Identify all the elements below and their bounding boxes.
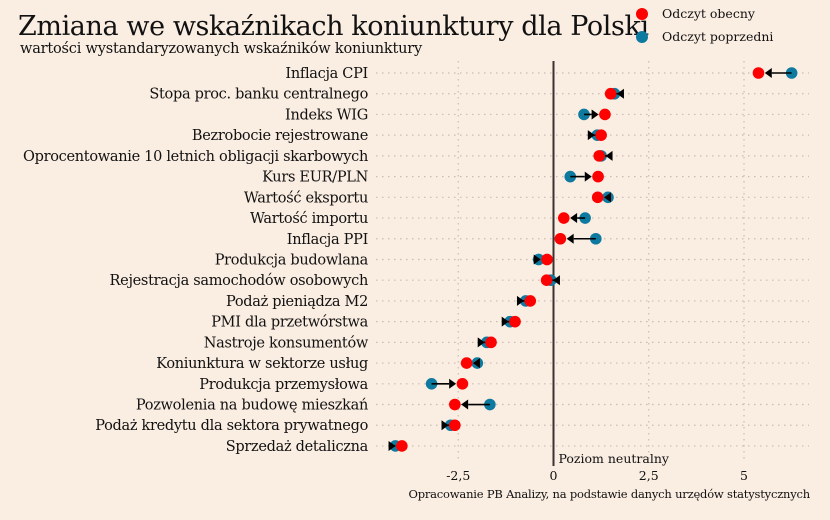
category-label: Produkcja przemysłowa (199, 377, 368, 393)
chart-title: Zmiana we wskaźnikach koniunktury dla Po… (18, 11, 649, 42)
arrowhead-icon (584, 171, 592, 182)
legend-dot-previous-icon (636, 30, 648, 43)
current-reading-point (604, 87, 617, 100)
current-reading-point (456, 378, 469, 390)
dumbbell-row (591, 191, 614, 204)
category-label: Podaż kredytu dla sektora prywatnego (95, 418, 368, 434)
category-label: Oprocentowanie 10 letnich obligacji skar… (23, 149, 368, 165)
current-reading-point (554, 232, 567, 245)
current-reading-point (449, 419, 461, 432)
dumbbell-row (557, 212, 591, 224)
arrowhead-icon (764, 68, 772, 78)
category-label: Produkcja budowlana (215, 252, 369, 268)
legend-item-current: Odczyt obecny (636, 2, 773, 25)
dumbbell-row (477, 336, 497, 349)
dumbbell-row (554, 232, 602, 245)
dumbbell-row (578, 108, 611, 121)
arrowhead-icon (472, 358, 480, 369)
category-label: Nastroje konsumentów (204, 335, 369, 351)
dumbbell-row (516, 295, 537, 307)
current-reading-point (524, 295, 537, 307)
current-reading-point (592, 170, 604, 183)
arrowhead-icon (603, 192, 611, 203)
dumbbell-marks (388, 67, 798, 452)
arrowhead-icon (587, 130, 595, 141)
current-reading-point (593, 150, 606, 162)
arrowhead-icon (501, 316, 509, 327)
legend: Odczyt obecny Odczyt poprzedni (636, 2, 773, 48)
category-label: Bezrobocie rejestrowane (192, 128, 368, 144)
category-label: Rejestracja samochodów osobowych (110, 273, 368, 289)
current-reading-point (591, 191, 604, 204)
arrowhead-icon (441, 420, 449, 431)
category-label: Pozwolenia na budowę mieszkań (136, 398, 368, 414)
dumbbell-row (540, 274, 560, 287)
category-label: Koniunktura w sektorze usług (156, 356, 368, 372)
category-label: Inflacja CPI (285, 66, 368, 82)
current-reading-point (557, 212, 570, 224)
dumbbell-row (388, 440, 408, 452)
legend-label-current: Odczyt obecny (662, 6, 755, 21)
dumbbell-row (501, 315, 521, 328)
dumbbell-row (604, 87, 624, 100)
dumbbell-row (564, 170, 604, 183)
vertical-gridlines (457, 61, 745, 460)
category-labels: Inflacja CPI Stopa proc. banku centralneg… (23, 66, 369, 455)
dumbbell-row (441, 419, 461, 432)
legend-dot-current-icon (636, 7, 648, 20)
arrowhead-icon (605, 150, 613, 161)
x-tick-labels: -2,5 0 2,5 5 (446, 468, 748, 483)
category-label: Indeks WIG (285, 107, 368, 123)
current-reading-point (541, 253, 553, 266)
current-reading-point (485, 336, 497, 349)
category-label: Podaż pieniądza M2 (226, 294, 368, 310)
arrowhead-icon (516, 295, 524, 306)
dumbbell-row (425, 378, 469, 390)
arrowhead-icon (533, 254, 541, 265)
dumbbell-row (460, 357, 484, 369)
current-reading-point (396, 440, 408, 452)
dumbbell-row (449, 398, 496, 411)
arrowhead-icon (591, 109, 599, 120)
category-label: Sprzedaż detaliczna (226, 439, 369, 455)
category-label: Stopa proc. banku centralnego (149, 87, 368, 103)
category-label: Kurs EUR/PLN (262, 170, 369, 186)
current-reading-point (595, 129, 607, 141)
category-label: PMI dla przetwórstwa (211, 315, 368, 331)
arrowhead-icon (461, 399, 469, 410)
arrowhead-icon (616, 88, 624, 99)
current-reading-point (449, 398, 461, 411)
legend-item-previous: Odczyt poprzedni (636, 25, 773, 48)
x-tick-label: 2,5 (639, 468, 659, 483)
arrowhead-icon (477, 337, 485, 348)
x-tick-label: -2,5 (446, 468, 470, 483)
x-tick-label: 0 (550, 468, 558, 483)
dumbbell-row (593, 150, 613, 162)
current-reading-point (460, 357, 473, 369)
dumbbell-row (752, 67, 798, 79)
current-reading-point (540, 274, 553, 287)
arrowhead-icon (566, 233, 574, 244)
arrowhead-icon (388, 440, 396, 451)
arrowhead-icon (570, 213, 578, 224)
x-tick-label: 5 (740, 468, 748, 483)
neutral-level-label: Poziom neutralny (559, 451, 670, 466)
category-label: Wartość eksportu (244, 190, 368, 206)
legend-label-previous: Odczyt poprzedni (662, 29, 774, 44)
category-label: Inflacja PPI (287, 232, 368, 248)
dumbbell-row (532, 253, 553, 266)
current-reading-point (599, 108, 611, 121)
dumbbell-row (587, 129, 607, 141)
current-reading-point (509, 315, 521, 328)
arrowhead-icon (449, 378, 457, 389)
category-label: Wartość importu (250, 211, 368, 227)
current-reading-point (752, 67, 765, 79)
source-note: Opracowanie PB Analizy, na podstawie dan… (408, 487, 810, 501)
arrowhead-icon (552, 275, 560, 286)
chart-subtitle: wartości wystandaryzowanych wskaźników k… (20, 41, 422, 57)
